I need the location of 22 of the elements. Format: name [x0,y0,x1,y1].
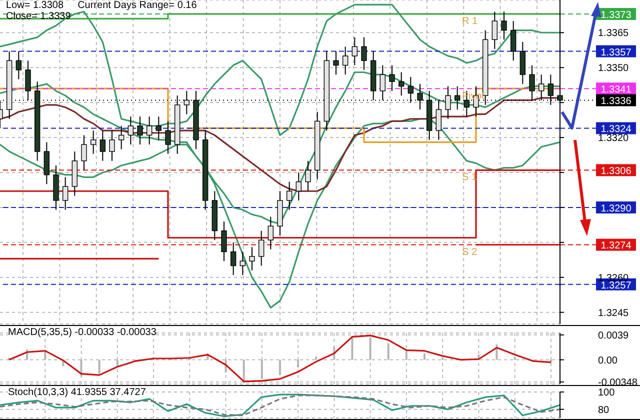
y-tick-label: 1.3365 [598,28,630,40]
y-tick-label: 0.0039 [598,330,630,342]
y-tick-label: 80 [598,404,610,416]
ref-line-label: 1.3274 [600,240,632,252]
y-tick-label: 1.3350 [598,63,630,74]
annotation: S 2 [462,246,478,259]
ref-line-label: 1.3290 [600,203,632,214]
annotation: R 1 [462,16,478,28]
ref-line-label: 1.3341 [600,84,632,96]
y-tick-label: 0.00 [598,355,618,366]
ref-line-label: 1.3373 [600,10,632,21]
annotation: Low= 1.3308 [6,0,64,11]
ref-line-label: 1.3357 [600,47,632,58]
y-tick-label: 100 [598,388,616,399]
chart-title: MACD(5,35,5) -0.00033 -0.00033 [8,327,156,338]
y-tick-label: 1.3245 [598,308,630,319]
ref-line-label: 1.3306 [600,166,632,178]
y-tick-label: 1.3320 [598,133,630,144]
ref-line-label: 1.3336 [600,96,632,108]
chart-title: Stoch(10,3,3) 41.9355 37.4727 [8,387,146,398]
annotation: Current Days Range= 0.16 [78,0,197,11]
ref-line-label: 1.3324 [600,124,632,136]
